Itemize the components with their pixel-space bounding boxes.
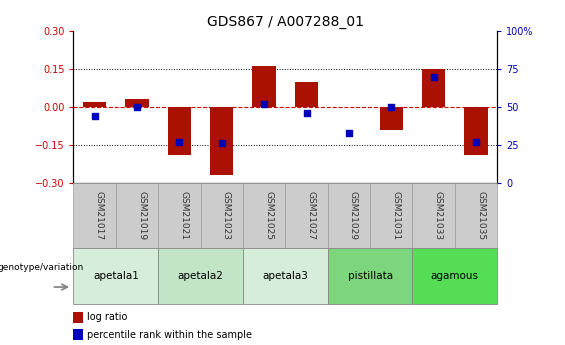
Bar: [116, 183, 158, 248]
Text: GSM21025: GSM21025: [264, 191, 273, 240]
Point: [90, 113, 99, 119]
Text: GSM21017: GSM21017: [95, 191, 103, 240]
Text: GSM21027: GSM21027: [306, 191, 315, 240]
Point: [217, 141, 226, 146]
Text: genotype/variation: genotype/variation: [0, 263, 84, 272]
Bar: [412, 248, 497, 304]
Text: apetala1: apetala1: [93, 271, 139, 281]
Bar: [370, 183, 412, 248]
Bar: [422, 69, 445, 107]
Text: log ratio: log ratio: [88, 313, 128, 322]
Text: pistillata: pistillata: [347, 271, 393, 281]
Bar: [243, 183, 285, 248]
Bar: [158, 248, 243, 304]
Bar: [83, 102, 106, 107]
Text: agamous: agamous: [431, 271, 479, 281]
Text: GSM21033: GSM21033: [434, 191, 442, 240]
Bar: [73, 183, 116, 248]
Point: [471, 139, 480, 145]
Text: apetala2: apetala2: [177, 271, 224, 281]
Bar: [158, 183, 201, 248]
Text: GSM21031: GSM21031: [391, 191, 400, 240]
Title: GDS867 / A007288_01: GDS867 / A007288_01: [207, 14, 364, 29]
Point: [344, 130, 354, 136]
Bar: [328, 248, 412, 304]
Bar: [73, 329, 83, 340]
Bar: [455, 183, 497, 248]
Bar: [253, 67, 276, 107]
Point: [259, 101, 269, 107]
Point: [386, 104, 396, 110]
Bar: [168, 107, 191, 155]
Bar: [285, 183, 328, 248]
Point: [302, 110, 311, 116]
Bar: [380, 107, 403, 130]
Point: [429, 74, 438, 79]
Point: [175, 139, 184, 145]
Bar: [328, 183, 370, 248]
Text: GSM21021: GSM21021: [179, 191, 188, 240]
Bar: [412, 183, 455, 248]
Bar: [73, 248, 158, 304]
Bar: [243, 248, 328, 304]
Bar: [201, 183, 243, 248]
Text: GSM21023: GSM21023: [221, 191, 231, 240]
Text: GSM21035: GSM21035: [476, 191, 485, 240]
Point: [132, 104, 141, 110]
Bar: [464, 107, 488, 155]
Bar: [210, 107, 233, 175]
Text: GSM21019: GSM21019: [137, 191, 146, 240]
Text: GSM21029: GSM21029: [349, 191, 358, 240]
Bar: [73, 312, 83, 323]
Bar: [295, 82, 318, 107]
Text: percentile rank within the sample: percentile rank within the sample: [88, 330, 253, 339]
Text: apetala3: apetala3: [262, 271, 308, 281]
Bar: [125, 99, 149, 107]
